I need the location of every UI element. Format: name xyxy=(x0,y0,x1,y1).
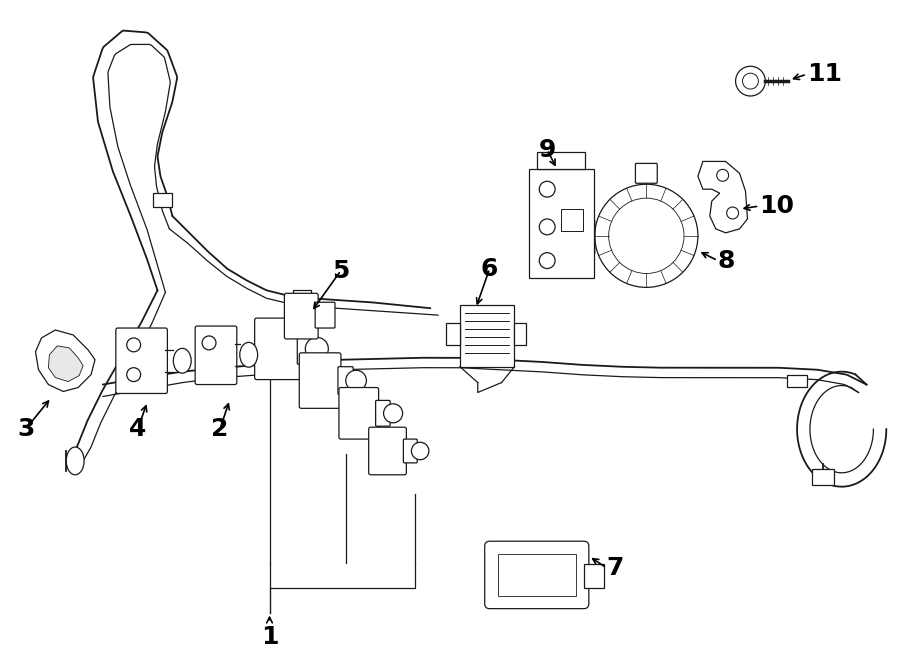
FancyBboxPatch shape xyxy=(446,323,460,345)
Ellipse shape xyxy=(239,342,257,367)
FancyBboxPatch shape xyxy=(529,169,594,279)
FancyBboxPatch shape xyxy=(338,367,353,395)
FancyBboxPatch shape xyxy=(300,353,341,408)
Polygon shape xyxy=(698,162,748,233)
FancyBboxPatch shape xyxy=(375,401,390,426)
Ellipse shape xyxy=(174,348,191,373)
FancyBboxPatch shape xyxy=(561,209,583,231)
FancyBboxPatch shape xyxy=(339,387,379,439)
FancyBboxPatch shape xyxy=(116,328,167,393)
Circle shape xyxy=(346,370,366,391)
FancyBboxPatch shape xyxy=(515,323,526,345)
FancyBboxPatch shape xyxy=(152,193,172,207)
Text: 11: 11 xyxy=(807,62,842,86)
Circle shape xyxy=(383,404,402,423)
Circle shape xyxy=(127,338,140,352)
Text: 10: 10 xyxy=(760,194,795,218)
FancyBboxPatch shape xyxy=(403,439,418,463)
FancyBboxPatch shape xyxy=(460,305,515,367)
Circle shape xyxy=(539,219,555,235)
Circle shape xyxy=(127,367,140,381)
Circle shape xyxy=(539,181,555,197)
Polygon shape xyxy=(35,330,95,391)
FancyBboxPatch shape xyxy=(485,542,589,608)
Circle shape xyxy=(305,338,328,360)
Text: 3: 3 xyxy=(17,417,34,441)
Text: 4: 4 xyxy=(129,417,147,441)
Text: 2: 2 xyxy=(212,417,229,441)
Text: 6: 6 xyxy=(481,257,499,281)
Circle shape xyxy=(742,73,759,89)
FancyBboxPatch shape xyxy=(195,326,237,385)
FancyBboxPatch shape xyxy=(584,564,604,588)
FancyBboxPatch shape xyxy=(293,291,311,303)
FancyBboxPatch shape xyxy=(297,334,314,364)
FancyBboxPatch shape xyxy=(788,375,807,387)
Circle shape xyxy=(608,198,684,273)
FancyBboxPatch shape xyxy=(284,293,318,339)
FancyBboxPatch shape xyxy=(255,318,301,379)
Circle shape xyxy=(716,169,729,181)
Circle shape xyxy=(726,207,739,219)
Text: 8: 8 xyxy=(717,249,735,273)
Circle shape xyxy=(595,184,698,287)
Text: 1: 1 xyxy=(261,626,278,649)
FancyBboxPatch shape xyxy=(635,164,657,183)
Circle shape xyxy=(735,66,765,96)
Circle shape xyxy=(202,336,216,350)
Text: 7: 7 xyxy=(607,556,624,580)
Ellipse shape xyxy=(67,447,84,475)
FancyBboxPatch shape xyxy=(812,469,833,485)
FancyBboxPatch shape xyxy=(498,554,576,596)
FancyBboxPatch shape xyxy=(369,427,407,475)
Circle shape xyxy=(411,442,429,459)
Polygon shape xyxy=(49,346,83,381)
FancyBboxPatch shape xyxy=(315,303,335,328)
Text: 9: 9 xyxy=(538,138,556,162)
Text: 5: 5 xyxy=(332,259,349,283)
Circle shape xyxy=(539,253,555,269)
Polygon shape xyxy=(567,211,595,256)
FancyBboxPatch shape xyxy=(537,152,585,169)
